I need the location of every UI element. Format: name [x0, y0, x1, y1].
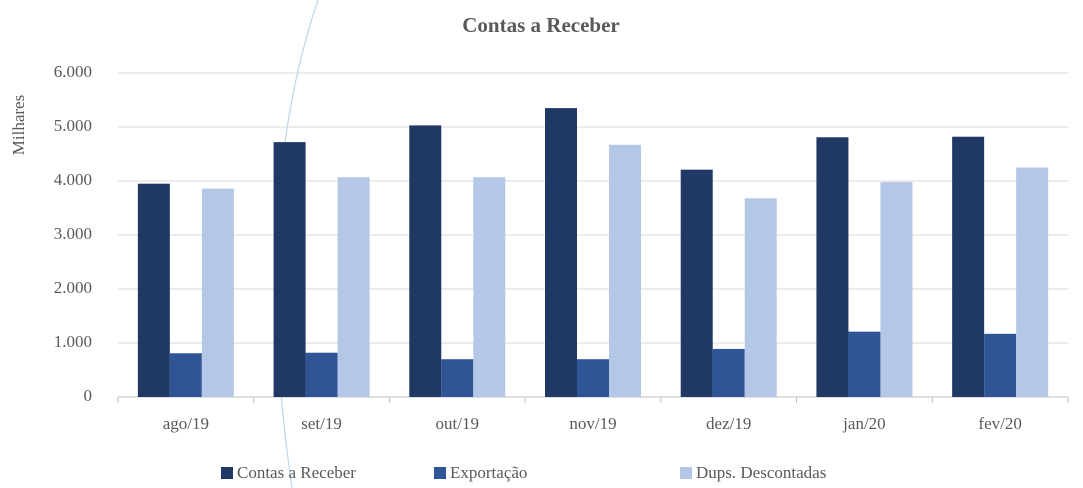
x-tick-label: ago/19 — [163, 414, 209, 433]
legend-label: Contas a Receber — [237, 463, 356, 482]
bar — [473, 177, 506, 397]
y-tick-label: 1.000 — [54, 332, 92, 351]
bar — [609, 144, 641, 397]
x-tick-label: nov/19 — [569, 414, 616, 433]
x-tick-label: jan/20 — [842, 414, 886, 433]
bar — [409, 125, 442, 397]
bar — [441, 359, 474, 397]
bar — [305, 352, 338, 397]
chart-title: Contas a Receber — [462, 13, 619, 37]
bar — [577, 359, 609, 397]
bar — [201, 188, 234, 397]
legend-swatch — [680, 467, 692, 479]
y-tick-label: 4.000 — [54, 170, 92, 189]
legend-swatch — [221, 467, 233, 479]
bar — [169, 353, 202, 397]
y-tick-label: 6.000 — [54, 62, 92, 81]
bar — [337, 177, 370, 397]
bar — [984, 333, 1017, 397]
bar — [712, 348, 745, 397]
y-axis-label: Milhares — [9, 95, 28, 155]
x-tick-label: dez/19 — [706, 414, 751, 433]
y-tick-label: 3.000 — [54, 224, 92, 243]
y-tick-label: 2.000 — [54, 278, 92, 297]
legend-swatch — [434, 467, 446, 479]
bar — [744, 198, 777, 397]
bar — [1016, 167, 1049, 397]
bar — [137, 183, 170, 397]
x-tick-label: fev/20 — [978, 414, 1021, 433]
bar — [545, 108, 577, 397]
bar — [816, 137, 849, 397]
legend-label: Dups. Descontadas — [696, 463, 826, 482]
bar — [880, 182, 913, 397]
bar — [848, 331, 881, 397]
bar — [680, 169, 713, 397]
y-tick-label: 0 — [84, 386, 93, 405]
x-tick-label: set/19 — [301, 414, 342, 433]
x-tick-label: out/19 — [436, 414, 479, 433]
legend-label: Exportação — [450, 463, 527, 482]
bar — [273, 142, 306, 397]
bar — [952, 136, 985, 397]
y-tick-label: 5.000 — [54, 116, 92, 135]
